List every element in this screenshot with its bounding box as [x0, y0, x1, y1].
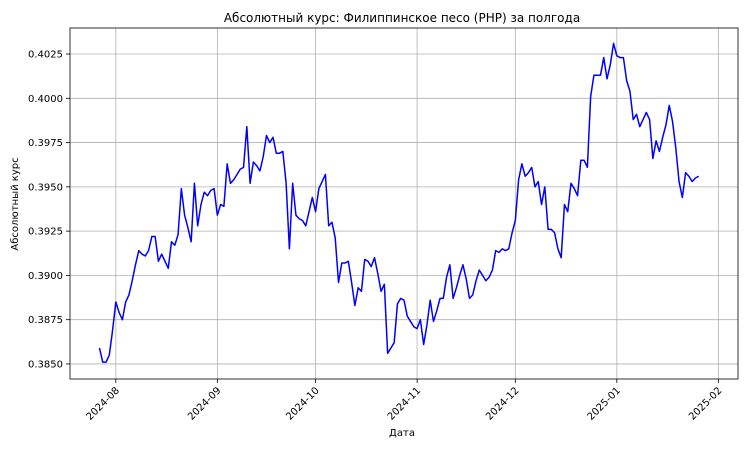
- x-tick-label: 2025-02: [687, 385, 724, 422]
- x-tick-label: 2024-10: [284, 385, 321, 422]
- chart-title: Абсолютный курс: Филиппинское песо (PHP)…: [224, 11, 580, 25]
- x-tick-label: 2024-11: [386, 385, 423, 422]
- line-series: [98, 42, 700, 363]
- y-tick-label: 0.3850: [28, 359, 63, 370]
- y-tick-label: 0.3875: [28, 315, 63, 326]
- y-tick-label: 0.4025: [28, 50, 63, 61]
- x-tick-label: 2024-08: [85, 385, 122, 422]
- x-axis-label: Дата: [389, 428, 415, 439]
- x-tick-label: 2024-09: [186, 385, 223, 422]
- x-tick-label: 2024-12: [484, 385, 521, 422]
- y-tick-label: 0.3975: [28, 138, 63, 149]
- plot-frame: [69, 27, 739, 380]
- y-tick-label: 0.4000: [28, 94, 63, 105]
- x-tick-label: 2025-01: [586, 385, 623, 422]
- y-tick-label: 0.3900: [28, 271, 63, 282]
- y-axis-label: Абсолютный курс: [10, 157, 21, 250]
- y-tick-label: 0.3925: [28, 227, 63, 238]
- y-tick-label: 0.3950: [28, 182, 63, 193]
